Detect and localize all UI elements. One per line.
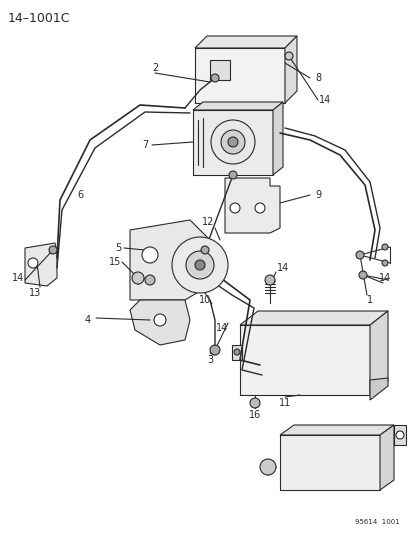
Text: 14–1001C: 14–1001C bbox=[8, 12, 70, 25]
Circle shape bbox=[381, 244, 387, 250]
Bar bbox=[240, 325, 369, 395]
Circle shape bbox=[175, 250, 185, 260]
Polygon shape bbox=[284, 36, 296, 103]
Polygon shape bbox=[369, 378, 387, 400]
Circle shape bbox=[211, 74, 218, 82]
Polygon shape bbox=[369, 311, 387, 395]
Circle shape bbox=[254, 203, 264, 213]
Text: 9: 9 bbox=[314, 190, 320, 200]
Text: 10: 10 bbox=[198, 295, 211, 305]
Polygon shape bbox=[379, 425, 393, 490]
Circle shape bbox=[259, 459, 275, 475]
Text: 8: 8 bbox=[314, 73, 320, 83]
Text: 15: 15 bbox=[109, 257, 121, 267]
Circle shape bbox=[228, 171, 236, 179]
Circle shape bbox=[230, 203, 240, 213]
Polygon shape bbox=[25, 243, 57, 286]
Polygon shape bbox=[240, 311, 387, 325]
Bar bbox=[209, 60, 230, 80]
Polygon shape bbox=[130, 220, 209, 300]
Polygon shape bbox=[130, 300, 190, 345]
Polygon shape bbox=[272, 102, 282, 175]
Text: 2: 2 bbox=[152, 63, 158, 73]
Polygon shape bbox=[393, 425, 405, 445]
Text: 7: 7 bbox=[142, 140, 148, 150]
Text: 16: 16 bbox=[248, 410, 261, 420]
Text: 14: 14 bbox=[276, 263, 288, 273]
Text: 11: 11 bbox=[278, 398, 290, 408]
Circle shape bbox=[221, 130, 244, 154]
Bar bbox=[279, 435, 379, 490]
Circle shape bbox=[154, 314, 166, 326]
Circle shape bbox=[381, 260, 387, 266]
Circle shape bbox=[171, 237, 228, 293]
Polygon shape bbox=[192, 102, 282, 110]
Text: 5: 5 bbox=[114, 243, 121, 253]
Circle shape bbox=[209, 345, 219, 355]
Polygon shape bbox=[224, 178, 279, 233]
Text: 14: 14 bbox=[378, 273, 390, 283]
Text: 12: 12 bbox=[201, 217, 214, 227]
Circle shape bbox=[145, 275, 154, 285]
Bar bbox=[192, 110, 272, 175]
Text: 14: 14 bbox=[215, 323, 228, 333]
Circle shape bbox=[395, 431, 403, 439]
Text: 14: 14 bbox=[12, 273, 24, 283]
Circle shape bbox=[201, 246, 209, 254]
Circle shape bbox=[132, 272, 144, 284]
Circle shape bbox=[142, 247, 158, 263]
Text: 14: 14 bbox=[318, 95, 330, 105]
Circle shape bbox=[284, 52, 292, 60]
Circle shape bbox=[211, 120, 254, 164]
Text: 4: 4 bbox=[85, 315, 91, 325]
Circle shape bbox=[28, 258, 38, 268]
Polygon shape bbox=[279, 425, 393, 435]
Text: 95614  1001: 95614 1001 bbox=[354, 519, 399, 525]
Text: 6: 6 bbox=[77, 190, 83, 200]
Circle shape bbox=[233, 349, 240, 355]
Circle shape bbox=[49, 246, 57, 254]
Circle shape bbox=[185, 251, 214, 279]
Circle shape bbox=[355, 251, 363, 259]
Bar bbox=[231, 345, 242, 360]
Text: 13: 13 bbox=[29, 288, 41, 298]
Text: 1: 1 bbox=[366, 295, 372, 305]
Polygon shape bbox=[195, 36, 296, 48]
Circle shape bbox=[249, 398, 259, 408]
Circle shape bbox=[195, 260, 204, 270]
Circle shape bbox=[228, 137, 237, 147]
Circle shape bbox=[264, 275, 274, 285]
Circle shape bbox=[358, 271, 366, 279]
Text: 3: 3 bbox=[206, 355, 213, 365]
Bar bbox=[195, 48, 284, 103]
